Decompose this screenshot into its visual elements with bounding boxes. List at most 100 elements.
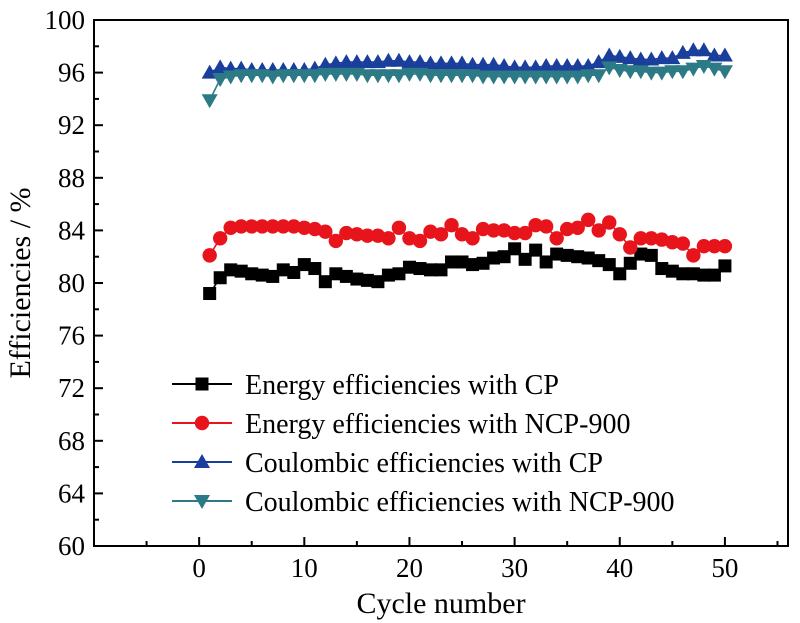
data-point bbox=[538, 70, 555, 85]
data-point bbox=[581, 212, 596, 228]
x-axis: 0 10 20 30 40 50 bbox=[145, 537, 779, 583]
y-tick-label: 96 bbox=[58, 58, 85, 88]
data-point bbox=[611, 48, 628, 63]
data-point bbox=[559, 70, 576, 85]
x-tick-label: 10 bbox=[291, 553, 318, 583]
data-point bbox=[529, 243, 543, 257]
data-point bbox=[412, 233, 428, 249]
data-point bbox=[665, 264, 679, 278]
data-point bbox=[550, 247, 564, 261]
legend-marker bbox=[194, 454, 210, 468]
data-point bbox=[244, 219, 259, 234]
y-tick-label: 68 bbox=[58, 426, 85, 456]
data-point bbox=[560, 248, 574, 262]
data-point bbox=[422, 69, 439, 84]
legend-label: Coulombic efficiencies with CP bbox=[245, 448, 603, 479]
data-point bbox=[245, 267, 259, 281]
data-point bbox=[443, 69, 460, 84]
data-point bbox=[622, 65, 639, 80]
data-point bbox=[222, 70, 239, 85]
y-tick-label: 84 bbox=[58, 215, 86, 245]
data-point bbox=[623, 256, 637, 270]
data-point bbox=[444, 217, 459, 233]
data-point bbox=[318, 224, 333, 239]
data-point bbox=[339, 269, 353, 283]
data-point bbox=[518, 252, 532, 266]
data-point bbox=[485, 56, 502, 71]
data-point bbox=[338, 67, 355, 82]
data-point bbox=[434, 263, 448, 277]
data-point bbox=[633, 231, 648, 246]
legend-entry: Energy efficiencies with NCP-900 bbox=[172, 409, 630, 440]
x-tick-label: 30 bbox=[501, 553, 528, 583]
legend-label: Coulombic efficiencies with NCP-900 bbox=[245, 487, 675, 518]
plot-series bbox=[201, 42, 733, 301]
data-point bbox=[360, 273, 374, 287]
data-point bbox=[538, 58, 555, 73]
data-point bbox=[644, 231, 659, 246]
data-point bbox=[695, 42, 712, 57]
legend-label: Energy efficiencies with NCP-900 bbox=[245, 409, 630, 440]
x-tick-label: 50 bbox=[711, 553, 738, 583]
data-point bbox=[297, 258, 311, 272]
data-point bbox=[455, 255, 469, 269]
data-point bbox=[475, 221, 491, 237]
data-point bbox=[539, 255, 553, 269]
data-point bbox=[570, 220, 585, 235]
y-tick-label: 64 bbox=[58, 478, 86, 508]
data-point bbox=[685, 62, 702, 77]
data-point bbox=[255, 268, 269, 282]
data-point bbox=[402, 260, 416, 274]
data-point bbox=[476, 256, 490, 270]
data-point bbox=[486, 223, 501, 238]
data-point bbox=[380, 69, 397, 84]
data-point bbox=[317, 67, 334, 82]
x-axis-title: Cycle number bbox=[356, 587, 525, 620]
data-point bbox=[308, 262, 322, 276]
data-point bbox=[487, 251, 501, 265]
data-point bbox=[548, 70, 565, 85]
data-point bbox=[716, 47, 733, 62]
data-point bbox=[287, 265, 301, 279]
legend-entry: Coulombic efficiencies with CP bbox=[172, 448, 603, 479]
data-point bbox=[580, 69, 597, 84]
data-point bbox=[592, 254, 606, 268]
data-point bbox=[275, 69, 292, 84]
data-point bbox=[601, 47, 618, 62]
data-point bbox=[390, 52, 407, 67]
data-point bbox=[234, 264, 248, 278]
data-point bbox=[234, 219, 249, 234]
data-point bbox=[634, 247, 648, 261]
y-tick-label: 60 bbox=[58, 531, 85, 561]
data-point bbox=[359, 54, 376, 69]
legend-label: Energy efficiencies with CP bbox=[245, 370, 559, 401]
data-point bbox=[223, 220, 238, 235]
data-point bbox=[318, 275, 332, 289]
data-point bbox=[465, 231, 480, 246]
data-point bbox=[296, 69, 313, 84]
data-point bbox=[422, 55, 439, 70]
data-point bbox=[359, 69, 376, 84]
data-point bbox=[507, 225, 522, 241]
data-point bbox=[528, 217, 543, 233]
data-point bbox=[445, 255, 459, 269]
data-point bbox=[632, 51, 649, 66]
data-point bbox=[559, 221, 575, 237]
data-point bbox=[233, 69, 250, 84]
x-tick-label: 20 bbox=[396, 553, 423, 583]
data-point bbox=[360, 228, 375, 243]
data-point bbox=[676, 267, 690, 281]
data-point bbox=[602, 215, 617, 230]
data-point bbox=[549, 231, 564, 246]
data-point bbox=[255, 219, 270, 234]
data-point bbox=[538, 219, 554, 234]
data-point bbox=[297, 220, 312, 235]
y-tick-label: 72 bbox=[58, 373, 85, 403]
data-point bbox=[485, 70, 502, 85]
data-point bbox=[686, 267, 700, 281]
series-2 bbox=[202, 212, 733, 263]
data-point bbox=[591, 223, 606, 238]
data-point bbox=[675, 236, 691, 251]
data-point bbox=[401, 54, 418, 69]
